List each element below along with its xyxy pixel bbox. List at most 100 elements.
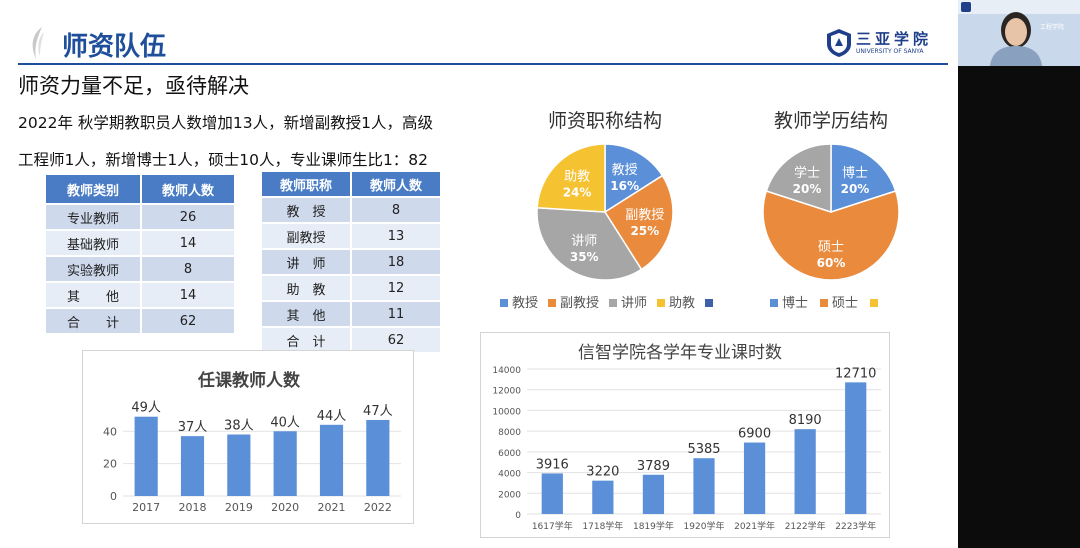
x-tick-label: 2223学年 [835,520,876,532]
legend-swatch [820,299,828,307]
table-cell: 讲 师 [262,250,352,274]
legend-label: 讲师 [621,296,647,311]
table-row: 副教授 13 [262,224,442,248]
bar [794,429,816,514]
table-cell: 8 [142,257,236,281]
slice-label: 学士 [794,165,820,181]
bar-chart-teachers: 0 20 40 49人 2017 37人 2018 38人 2019 40人 2020 44人 2021… [103,401,401,514]
presenter-avatar-icon [990,12,1042,66]
slice-label: 助教 [564,168,590,184]
x-tick-label: 2022 [364,501,392,514]
pie-slice [536,143,606,213]
table-cell: 教 授 [262,198,352,222]
data-label: 12710 [835,366,876,381]
pie-slice [765,143,832,214]
x-tick-label: 1819学年 [633,520,674,532]
x-tick-label: 2122学年 [785,520,826,532]
data-label: 49人 [131,401,161,416]
table-cell: 实验教师 [46,257,142,281]
table-cell: 62 [352,328,442,352]
table-cell: 8 [352,198,442,222]
data-label: 44人 [317,409,347,424]
x-tick-label: 2021学年 [734,520,775,532]
y-tick-label: 0 [110,490,117,503]
table-header-cell: 教师类别 [46,175,142,203]
table-cell: 助 教 [262,276,352,300]
table-header-row: 教师职称 教师人数 [262,172,442,196]
school-name-en: UNIVERSITY OF SANYA [856,48,924,55]
school-emblem-icon [827,29,851,57]
slice-percent: 60% [817,256,846,270]
table-cell: 62 [142,309,236,333]
bar-title-hours: 信智学院各学年专业课时数 [578,343,782,363]
pie-title-rank: 师资职称结构 [548,110,663,132]
data-label: 37人 [178,420,208,435]
bar [366,419,390,496]
table-row: 助 教 12 [262,276,442,300]
bar [693,458,715,514]
data-label: 8190 [789,413,822,428]
table-cell: 18 [352,250,442,274]
x-tick-label: 1920学年 [684,520,725,532]
x-tick-label: 2018 [179,501,207,514]
legend-label: 教授 [512,295,538,311]
slice-percent: 20% [793,182,822,196]
legend-swatch [548,299,556,307]
table-header-cell: 教师职称 [262,172,352,196]
page-title: 师资队伍 [62,32,167,62]
x-tick-label: 1617学年 [532,520,573,532]
bar-title-teachers: 任课教师人数 [198,371,300,391]
bar [134,416,158,496]
presenter-video[interactable]: 工程学院 [958,0,1080,66]
table-row: 讲 师 18 [262,250,442,274]
table-row: 基础教师 14 [46,231,236,255]
bar [592,480,614,514]
feather-logo-icon [32,27,44,59]
legend-label: 副教授 [560,295,599,311]
legend-swatch [500,299,508,307]
y-tick-label: 14000 [492,366,521,376]
table-cell: 副教授 [262,224,352,248]
table-cell: 14 [142,283,236,307]
y-tick-label: 20 [103,458,117,471]
table-cell: 11 [352,302,442,326]
legend-swatch [609,299,617,307]
table-row: 专业教师 26 [46,205,236,229]
table-cell: 12 [352,276,442,300]
data-label: 38人 [224,419,254,434]
legend-swatch [770,299,778,307]
table-row: 实验教师 8 [46,257,236,281]
y-tick-label: 8000 [498,428,521,438]
table-header-cell: 教师人数 [142,175,236,203]
table-cell: 合 计 [46,309,142,333]
school-logo: 三亚学院 UNIVERSITY OF SANYA [824,26,936,60]
y-tick-label: 0 [515,511,521,521]
legend-label: 助教 [669,295,695,311]
pie-slice [604,143,664,214]
x-tick-label: 2020 [271,501,299,514]
table-cell: 14 [142,231,236,255]
bar [845,382,867,514]
slide: 师资队伍 三亚学院 UNIVERSITY OF SANYA 师资力量不足，亟待解… [18,26,948,538]
video-org-label: 工程学院 [1040,24,1065,31]
slice-percent: 16% [610,179,639,193]
summary-line-1: 2022年 秋学期教职员人数增加13人，新增副教授1人，高级 [18,114,433,132]
data-label: 40人 [270,415,300,430]
pie-legend-degree: 博士 硕士 [770,296,878,311]
y-tick-label: 12000 [492,387,521,397]
table-cell: 26 [142,205,236,229]
table-cell: 专业教师 [46,205,142,229]
table-row: 合 计 62 [46,309,236,333]
y-tick-label: 4000 [498,470,521,480]
bar-chart-hours: 0 2000 4000 6000 8000 10000 12000 14000 3916 1617… [492,366,881,532]
bar [180,436,205,496]
pie-slice [536,206,643,281]
slice-percent: 35% [570,250,599,264]
slice-percent: 25% [630,224,659,238]
table-cell: 其 他 [262,302,352,326]
slice-label: 教授 [612,162,638,178]
slice-label: 博士 [842,166,868,181]
